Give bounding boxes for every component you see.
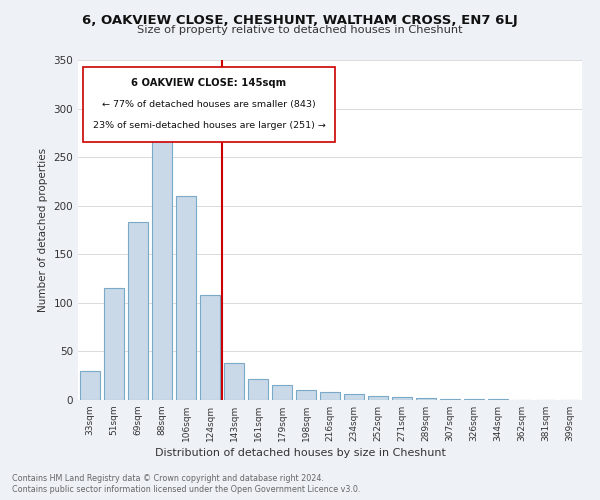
Bar bbox=[440, 399, 460, 400]
Bar bbox=[416, 398, 436, 400]
Text: Contains public sector information licensed under the Open Government Licence v3: Contains public sector information licen… bbox=[12, 485, 361, 494]
Bar bbox=[80, 371, 100, 400]
Bar bbox=[152, 123, 172, 400]
Bar bbox=[104, 288, 124, 400]
Bar bbox=[224, 363, 244, 400]
Text: 6, OAKVIEW CLOSE, CHESHUNT, WALTHAM CROSS, EN7 6LJ: 6, OAKVIEW CLOSE, CHESHUNT, WALTHAM CROS… bbox=[82, 14, 518, 27]
FancyBboxPatch shape bbox=[83, 67, 335, 142]
Text: Size of property relative to detached houses in Cheshunt: Size of property relative to detached ho… bbox=[137, 25, 463, 35]
Text: ← 77% of detached houses are smaller (843): ← 77% of detached houses are smaller (84… bbox=[102, 100, 316, 108]
Bar bbox=[248, 378, 268, 400]
Bar bbox=[488, 399, 508, 400]
Bar bbox=[320, 392, 340, 400]
Text: Contains HM Land Registry data © Crown copyright and database right 2024.: Contains HM Land Registry data © Crown c… bbox=[12, 474, 324, 483]
Bar bbox=[392, 397, 412, 400]
Text: 23% of semi-detached houses are larger (251) →: 23% of semi-detached houses are larger (… bbox=[92, 120, 325, 130]
Y-axis label: Number of detached properties: Number of detached properties bbox=[38, 148, 48, 312]
Bar bbox=[176, 196, 196, 400]
Bar bbox=[296, 390, 316, 400]
Bar bbox=[344, 394, 364, 400]
Bar bbox=[464, 399, 484, 400]
Bar bbox=[368, 396, 388, 400]
Bar bbox=[128, 222, 148, 400]
Text: 6 OAKVIEW CLOSE: 145sqm: 6 OAKVIEW CLOSE: 145sqm bbox=[131, 78, 287, 88]
Bar bbox=[200, 295, 220, 400]
Bar bbox=[272, 386, 292, 400]
Text: Distribution of detached houses by size in Cheshunt: Distribution of detached houses by size … bbox=[155, 448, 445, 458]
